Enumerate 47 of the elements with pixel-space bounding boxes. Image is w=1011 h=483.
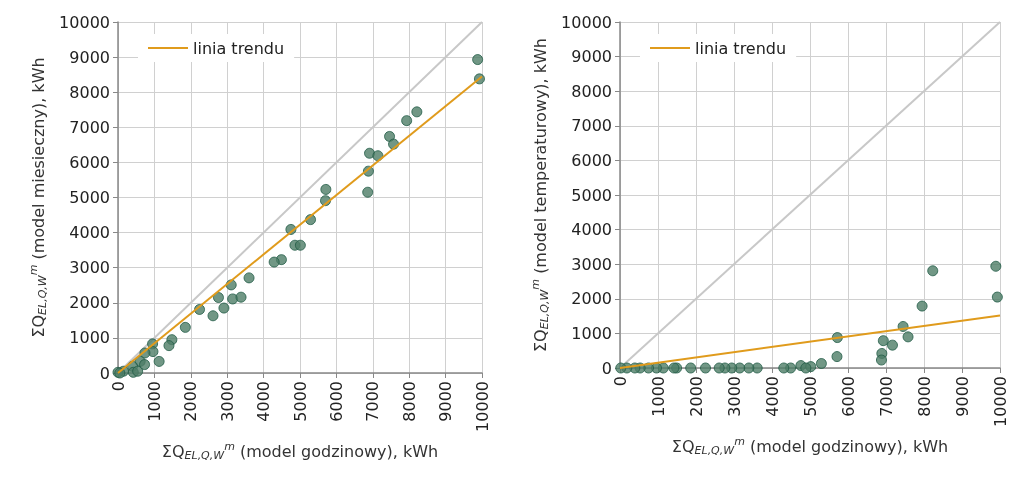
- x-tick-label: 3000: [217, 381, 237, 422]
- x-tick-label: 8000: [399, 381, 419, 422]
- x-tick-label: 7000: [363, 381, 383, 422]
- y-tick-label: 6000: [571, 150, 612, 170]
- x-tick-label: 0: [610, 376, 630, 387]
- x-tick-label: 8000: [914, 376, 934, 417]
- y-tick-label: 3000: [69, 258, 110, 278]
- x-tick-label: 5000: [290, 381, 310, 422]
- y-tick-label: 7000: [571, 116, 612, 136]
- y-tick-label: 3000: [571, 254, 612, 274]
- y-tick-label: 5000: [69, 188, 110, 207]
- x-tick-label: 4000: [254, 381, 274, 422]
- legend-label: linia trendu: [193, 38, 285, 58]
- x-tick-label: 10000: [990, 376, 1010, 427]
- y-tick-label: 4000: [69, 223, 110, 243]
- x-tick-label: 1000: [648, 376, 668, 417]
- y-tick-label: 0: [601, 358, 612, 378]
- y-tick-label: 9000: [571, 47, 612, 67]
- x-tick-label: 4000: [762, 376, 782, 417]
- y-tick-label: 9000: [69, 47, 110, 67]
- x-tick-label: 1000: [144, 381, 164, 422]
- y-axis-title: ΣQEL,Q,Wm (model temperaturowy), kWh: [529, 38, 552, 352]
- y-tick-label: 2000: [571, 289, 612, 309]
- x-tick-label: 5000: [800, 376, 820, 417]
- y-tick-label: 2000: [69, 293, 110, 313]
- x-tick-label: 3000: [724, 376, 744, 417]
- x-tick-label: 6000: [326, 381, 346, 422]
- y-tick-label: 8000: [571, 81, 612, 101]
- y-tick-label: 10000: [59, 12, 110, 32]
- y-tick-label: 8000: [69, 82, 110, 102]
- x-tick-label: 6000: [838, 376, 858, 417]
- y-tick-label: 10000: [561, 12, 612, 32]
- y-tick-label: 7000: [69, 117, 110, 137]
- x-tick-label: 0: [108, 381, 128, 392]
- x-tick-label: 9000: [436, 381, 456, 422]
- legend-label: linia trendu: [695, 38, 787, 58]
- x-tick-label: 9000: [952, 376, 972, 417]
- x-tick-label: 2000: [686, 376, 706, 417]
- y-tick-label: 1000: [571, 323, 612, 343]
- x-tick-label: 10000: [472, 381, 492, 432]
- y-tick-label: 4000: [571, 220, 612, 240]
- y-axis-title: ΣQEL,Q,Wm (model miesieczny), kWh: [27, 57, 50, 338]
- y-tick-label: 1000: [69, 328, 110, 348]
- y-tick-label: 5000: [571, 185, 612, 205]
- y-tick-label: 6000: [69, 152, 110, 172]
- x-tick-label: 7000: [876, 376, 896, 417]
- x-tick-label: 2000: [181, 381, 201, 422]
